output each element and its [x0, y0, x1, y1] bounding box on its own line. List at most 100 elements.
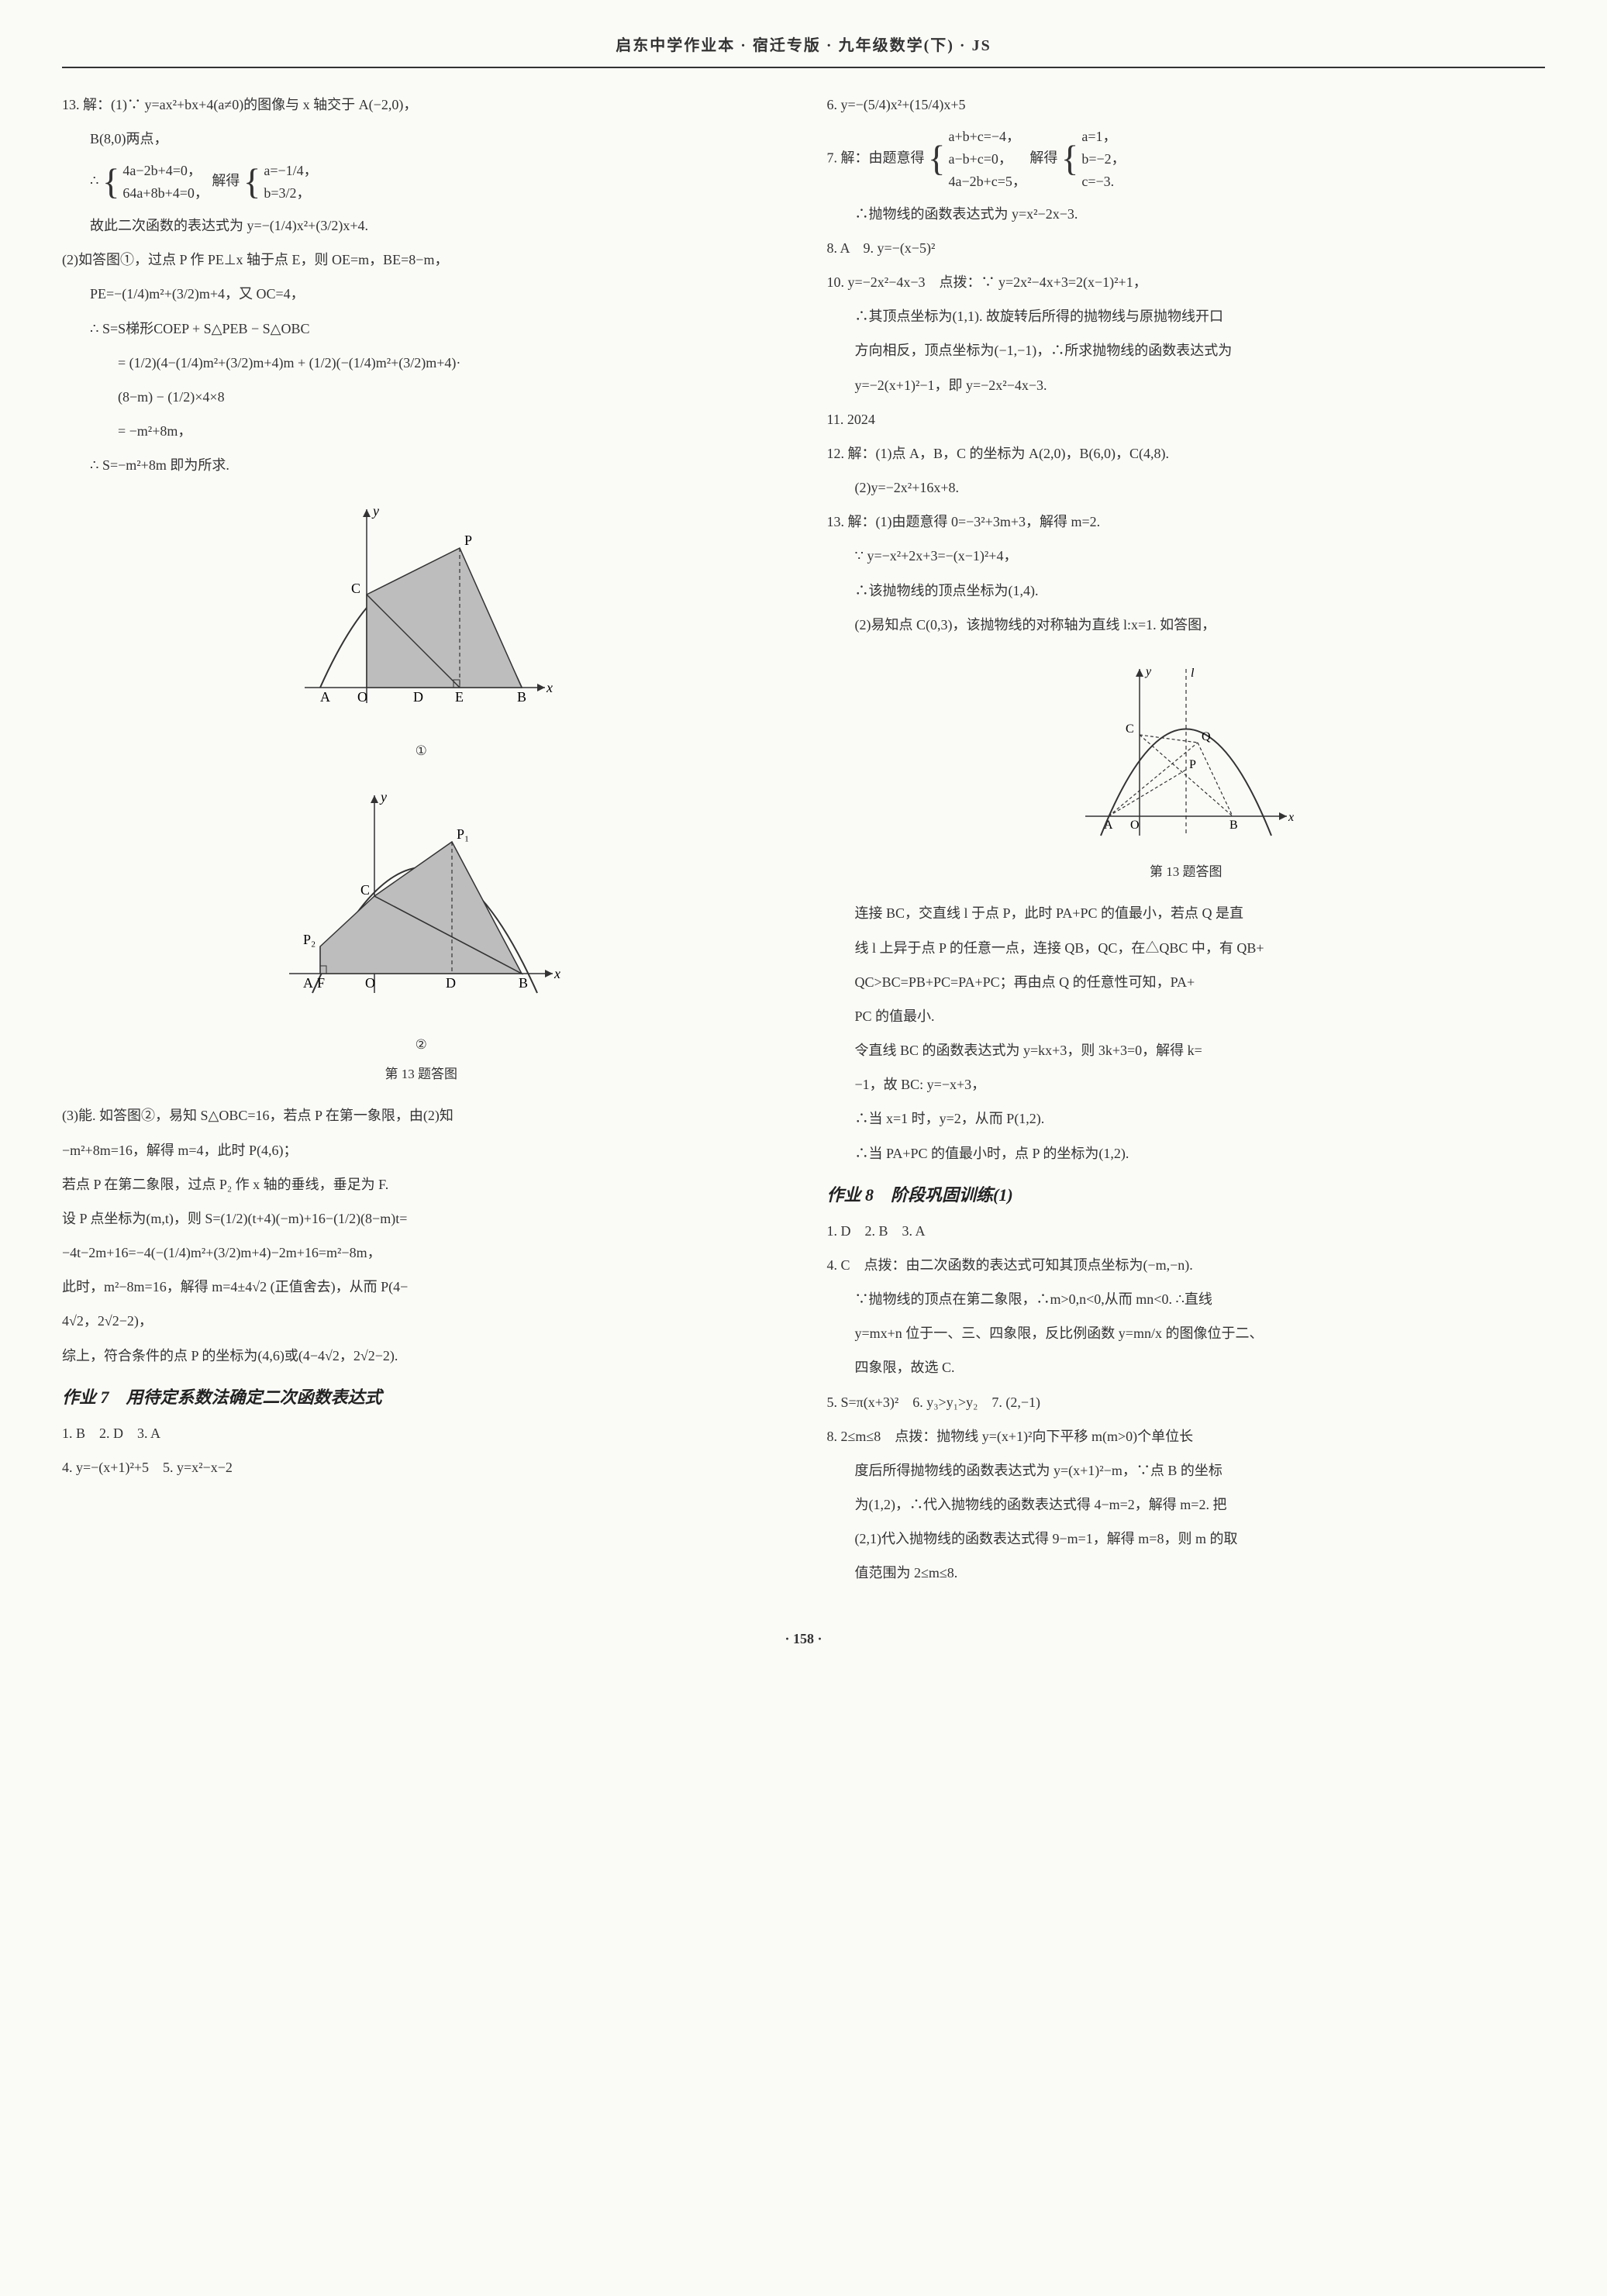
text-line: 连接 BC，交直线 l 于点 P，此时 PA+PC 的值最小，若点 Q 是直	[827, 900, 1546, 926]
text-line: PE=−(1/4)m²+(3/2)m+4，又 OC=4，	[62, 281, 781, 307]
text-line: 1. D 2. B 3. A	[827, 1218, 1546, 1244]
text-line: 5. S=π(x+3)² 6. y₃>y₁>y₂ 7. (2,−1)	[827, 1389, 1546, 1415]
label-B: B	[517, 689, 526, 705]
label-y: y	[379, 789, 387, 805]
text-line: = −m²+8m，	[62, 418, 781, 444]
text-line: 故此二次函数的表达式为 y=−(1/4)x²+(3/2)x+4.	[62, 212, 781, 239]
text-line: ∴当 x=1 时，y=2，从而 P(1,2).	[827, 1105, 1546, 1132]
text-line: 11. 2024	[827, 406, 1546, 433]
label-D: D	[446, 975, 456, 991]
text-line: 8. 2≤m≤8 点拨：抛物线 y=(x+1)²向下平移 m(m>0)个单位长	[827, 1423, 1546, 1450]
label-Q: Q	[1202, 730, 1211, 743]
text-line: 4. y=−(x+1)²+5 5. y=x²−x−2	[62, 1454, 781, 1481]
text-line: 1. B 2. D 3. A	[62, 1420, 781, 1446]
text-line: PC 的值最小.	[827, 1003, 1546, 1029]
right-column: 6. y=−(5/4)x²+(15/4)x+5 7. 解：由题意得 { a+b+…	[827, 91, 1546, 1594]
text-line: ∴ S=−m²+8m 即为所求.	[62, 452, 781, 478]
text-line: −m²+8m=16，解得 m=4，此时 P(4,6)；	[62, 1137, 781, 1164]
homework-8-title: 作业 8 阶段巩固训练(1)	[827, 1179, 1546, 1212]
label-C: C	[360, 882, 370, 898]
eq-line: 4a−2b+c=5，	[948, 174, 1026, 189]
text-line: 13. 解：(1)∵ y=ax²+bx+4(a≠0)的图像与 x 轴交于 A(−…	[62, 91, 781, 118]
text-line: 4√2，2√2−2)，	[62, 1308, 781, 1334]
label-A: A	[303, 975, 313, 991]
text-span: 解得	[212, 173, 240, 188]
figure-svg: A O D E B C P x y	[281, 494, 560, 734]
eq-line: b=3/2，	[264, 185, 310, 201]
eq-line: a−b+c=0，	[948, 151, 1012, 167]
content-columns: 13. 解：(1)∵ y=ax²+bx+4(a≠0)的图像与 x 轴交于 A(−…	[62, 91, 1545, 1594]
label-B: B	[1229, 819, 1238, 832]
label-x: x	[1288, 811, 1294, 824]
text-line: 6. y=−(5/4)x²+(15/4)x+5	[827, 91, 1546, 118]
text-line: ∴其顶点坐标为(1,1). 故旋转后所得的抛物线与原抛物线开口	[827, 303, 1546, 329]
text-line: −1，故 BC: y=−x+3，	[827, 1071, 1546, 1098]
eq-line: 64a+8b+4=0，	[122, 185, 208, 201]
equation-system: 7. 解：由题意得 { a+b+c=−4， a−b+c=0， 4a−2b+c=5…	[827, 126, 1546, 192]
text-line: (2)如答图①，过点 P 作 PE⊥x 轴于点 E，则 OE=m，BE=8−m，	[62, 246, 781, 273]
label-P: P	[464, 533, 472, 548]
label-A: A	[320, 689, 330, 705]
label-B: B	[519, 975, 528, 991]
text-line: = (1/2)(4−(1/4)m²+(3/2)m+4)m + (1/2)(−(1…	[62, 350, 781, 376]
text-line: QC>BC=PB+PC=PA+PC；再由点 Q 的任意性可知，PA+	[827, 969, 1546, 995]
text-line: −4t−2m+16=−4(−(1/4)m²+(3/2)m+4)−2m+16=m²…	[62, 1239, 781, 1266]
figure-svg: A O B C P Q l x y	[1070, 653, 1302, 855]
text-line: (2)易知点 C(0,3)，该抛物线的对称轴为直线 l:x=1. 如答图，	[827, 612, 1546, 638]
text-line: 4. C 点拨：由二次函数的表达式可知其顶点坐标为(−m,−n).	[827, 1252, 1546, 1278]
eq-line: b=−2，	[1081, 151, 1125, 167]
text-line: 10. y=−2x²−4x−3 点拨：∵ y=2x²−4x+3=2(x−1)²+…	[827, 269, 1546, 295]
eq-line: a=−1/4，	[264, 163, 317, 178]
text-line: 方向相反，顶点坐标为(−1,−1)，∴所求抛物线的函数表达式为	[827, 337, 1546, 364]
label-y: y	[1144, 665, 1152, 678]
label-F: F	[317, 975, 325, 991]
text-line: (2)y=−2x²+16x+8.	[827, 474, 1546, 501]
label-E: E	[455, 689, 464, 705]
label-P: P	[1189, 758, 1196, 771]
label-l: l	[1191, 667, 1195, 680]
text-line: 设 P 点坐标为(m,t)，则 S=(1/2)(t+4)(−m)+16−(1/2…	[62, 1205, 781, 1232]
text-line: 四象限，故选 C.	[827, 1354, 1546, 1381]
label-C: C	[1126, 722, 1134, 736]
figure-3: A O B C P Q l x y 第 13 题答图	[827, 653, 1546, 884]
label-P1: P₁	[457, 826, 469, 842]
equation-system: ∴ { 4a−2b+4=0， 64a+8b+4=0， 解得 { a=−1/4， …	[62, 160, 781, 205]
text-line: ∵ y=−x²+2x+3=−(x−1)²+4，	[827, 543, 1546, 569]
eq-line: a+b+c=−4，	[948, 129, 1020, 144]
label-D: D	[413, 689, 423, 705]
text-line: ∴抛物线的函数表达式为 y=x²−2x−3.	[827, 201, 1546, 227]
text-span: 解得	[1029, 150, 1057, 166]
homework-7-title: 作业 7 用待定系数法确定二次函数表达式	[62, 1381, 781, 1414]
text-line: 线 l 上异于点 P 的任意一点，连接 QB，QC，在△QBC 中，有 QB+	[827, 935, 1546, 961]
text-line: (2,1)代入抛物线的函数表达式得 9−m=1，解得 m=8，则 m 的取	[827, 1525, 1546, 1552]
text-line: 综上，符合条件的点 P 的坐标为(4,6)或(4−4√2，2√2−2).	[62, 1343, 781, 1369]
figure-caption: 第 13 题答图	[62, 1062, 781, 1087]
left-column: 13. 解：(1)∵ y=ax²+bx+4(a≠0)的图像与 x 轴交于 A(−…	[62, 91, 781, 1594]
text-line: y=mx+n 位于一、三、四象限，反比例函数 y=mn/x 的图像位于二、	[827, 1320, 1546, 1346]
text-line: B(8,0)两点，	[62, 126, 781, 152]
page-header: 启东中学作业本 · 宿迁专版 · 九年级数学(下) · JS	[62, 31, 1545, 68]
label-x: x	[553, 966, 560, 981]
label-x: x	[546, 680, 553, 695]
label-P2: P₂	[303, 932, 316, 947]
text-line: 13. 解：(1)由题意得 0=−3²+3m+3，解得 m=2.	[827, 508, 1546, 535]
label-C: C	[351, 581, 360, 596]
text-line: ∴当 PA+PC 的值最小时，点 P 的坐标为(1,2).	[827, 1140, 1546, 1167]
label-y: y	[371, 503, 379, 519]
text-line: 度后所得抛物线的函数表达式为 y=(x+1)²−m，∵点 B 的坐标	[827, 1457, 1546, 1484]
text-line: y=−2(x+1)²−1，即 y=−2x²−4x−3.	[827, 372, 1546, 398]
label-O: O	[365, 975, 375, 991]
page-number: · 158 ·	[62, 1625, 1545, 1652]
label-O: O	[357, 689, 367, 705]
eq-line: c=−3.	[1081, 174, 1114, 189]
eq-line: a=1，	[1081, 129, 1116, 144]
text-line: 值范围为 2≤m≤8.	[827, 1560, 1546, 1586]
figure-number: ①	[62, 739, 781, 764]
text-line: (8−m) − (1/2)×4×8	[62, 384, 781, 410]
label-A: A	[1104, 819, 1113, 832]
text-line: ∵抛物线的顶点在第二象限，∴m>0,n<0,从而 mn<0. ∴直线	[827, 1286, 1546, 1312]
text-line: 12. 解：(1)点 A，B，C 的坐标为 A(2,0)，B(6,0)，C(4,…	[827, 440, 1546, 467]
text-span: 7. 解：由题意得	[827, 150, 925, 166]
figure-caption: 第 13 题答图	[827, 860, 1546, 884]
text-line: 若点 P 在第二象限，过点 P₂ 作 x 轴的垂线，垂足为 F.	[62, 1171, 781, 1198]
